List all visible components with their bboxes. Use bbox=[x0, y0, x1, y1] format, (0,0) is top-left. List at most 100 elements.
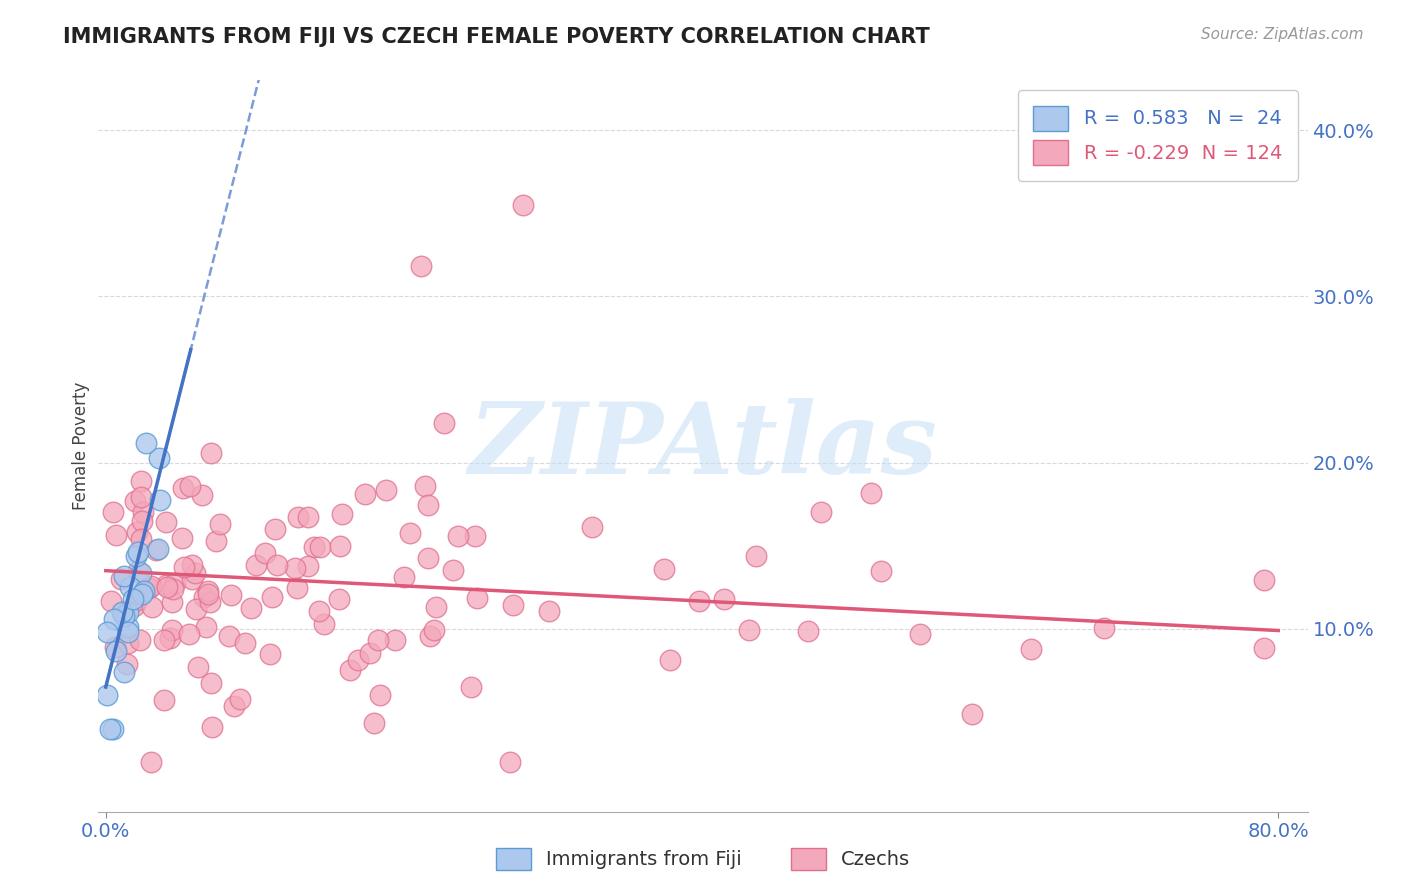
Point bbox=[870, 564, 893, 578]
Point bbox=[172, 481, 194, 495]
Point bbox=[253, 547, 276, 561]
Point bbox=[111, 606, 134, 620]
Point bbox=[96, 625, 118, 640]
Point bbox=[163, 576, 186, 591]
Point bbox=[339, 663, 361, 677]
Point bbox=[129, 566, 152, 580]
Point bbox=[367, 632, 389, 647]
Point bbox=[197, 587, 219, 601]
Point bbox=[179, 479, 201, 493]
Point bbox=[101, 505, 124, 519]
Point bbox=[464, 529, 486, 543]
Point bbox=[810, 505, 832, 519]
Legend: Immigrants from Fiji, Czechs: Immigrants from Fiji, Czechs bbox=[488, 839, 918, 878]
Point bbox=[222, 699, 245, 714]
Point bbox=[117, 605, 139, 619]
Point bbox=[581, 520, 603, 534]
Point bbox=[433, 416, 456, 430]
Point bbox=[184, 602, 207, 616]
Point bbox=[201, 720, 224, 734]
Point bbox=[960, 706, 983, 721]
Point bbox=[122, 592, 145, 607]
Point bbox=[1253, 641, 1275, 656]
Point bbox=[688, 594, 710, 608]
Point bbox=[262, 590, 284, 604]
Point bbox=[233, 635, 256, 649]
Point bbox=[330, 507, 353, 521]
Point bbox=[384, 633, 406, 648]
Point bbox=[499, 755, 522, 769]
Point bbox=[284, 561, 307, 575]
Legend: R =  0.583   N =  24, R = -0.229  N = 124: R = 0.583 N = 24, R = -0.229 N = 124 bbox=[1018, 90, 1298, 181]
Point bbox=[129, 474, 152, 488]
Point bbox=[329, 539, 352, 553]
Point bbox=[139, 755, 162, 769]
Point bbox=[302, 540, 325, 554]
Point bbox=[180, 573, 202, 587]
Text: IMMIGRANTS FROM FIJI VS CZECH FEMALE POVERTY CORRELATION CHART: IMMIGRANTS FROM FIJI VS CZECH FEMALE POV… bbox=[63, 27, 929, 46]
Point bbox=[155, 515, 177, 529]
Point bbox=[152, 632, 174, 647]
Point bbox=[416, 551, 439, 566]
Point bbox=[141, 599, 163, 614]
Point bbox=[112, 569, 135, 583]
Point bbox=[193, 591, 215, 605]
Point bbox=[447, 529, 470, 543]
Point bbox=[159, 632, 181, 646]
Point bbox=[132, 505, 155, 519]
Point bbox=[297, 559, 319, 574]
Point bbox=[392, 569, 415, 583]
Point bbox=[162, 582, 184, 597]
Point bbox=[127, 545, 149, 559]
Point bbox=[124, 599, 146, 613]
Point bbox=[737, 623, 759, 637]
Point bbox=[309, 540, 332, 554]
Point bbox=[124, 494, 146, 508]
Point bbox=[460, 680, 482, 694]
Point bbox=[263, 523, 285, 537]
Point bbox=[375, 483, 398, 497]
Point bbox=[368, 688, 391, 702]
Point bbox=[297, 509, 319, 524]
Point bbox=[353, 486, 375, 500]
Point bbox=[416, 499, 439, 513]
Point bbox=[155, 578, 177, 592]
Point bbox=[112, 608, 135, 623]
Point bbox=[125, 524, 148, 539]
Point bbox=[103, 612, 125, 626]
Point bbox=[218, 628, 240, 642]
Point bbox=[285, 582, 308, 596]
Text: Source: ZipAtlas.com: Source: ZipAtlas.com bbox=[1201, 27, 1364, 42]
Point bbox=[183, 566, 205, 580]
Point bbox=[104, 528, 127, 542]
Point bbox=[423, 623, 446, 637]
Point bbox=[652, 562, 675, 576]
Point bbox=[135, 435, 157, 450]
Point bbox=[145, 542, 167, 557]
Point bbox=[160, 595, 183, 609]
Point bbox=[117, 619, 139, 633]
Point bbox=[127, 565, 149, 579]
Point bbox=[347, 653, 370, 667]
Point bbox=[512, 198, 534, 212]
Point bbox=[219, 588, 242, 602]
Point bbox=[129, 632, 152, 647]
Point bbox=[240, 600, 263, 615]
Point bbox=[859, 486, 882, 500]
Point bbox=[111, 605, 134, 619]
Point bbox=[118, 580, 141, 594]
Point bbox=[138, 581, 160, 595]
Point bbox=[197, 583, 219, 598]
Point bbox=[117, 657, 139, 671]
Point bbox=[425, 599, 447, 614]
Point bbox=[146, 541, 169, 556]
Point bbox=[117, 624, 139, 639]
Point bbox=[96, 688, 118, 702]
Point bbox=[1092, 621, 1115, 635]
Point bbox=[125, 549, 148, 563]
Point bbox=[312, 616, 335, 631]
Point bbox=[139, 579, 162, 593]
Point bbox=[200, 594, 222, 608]
Point bbox=[104, 640, 127, 654]
Point bbox=[245, 558, 267, 573]
